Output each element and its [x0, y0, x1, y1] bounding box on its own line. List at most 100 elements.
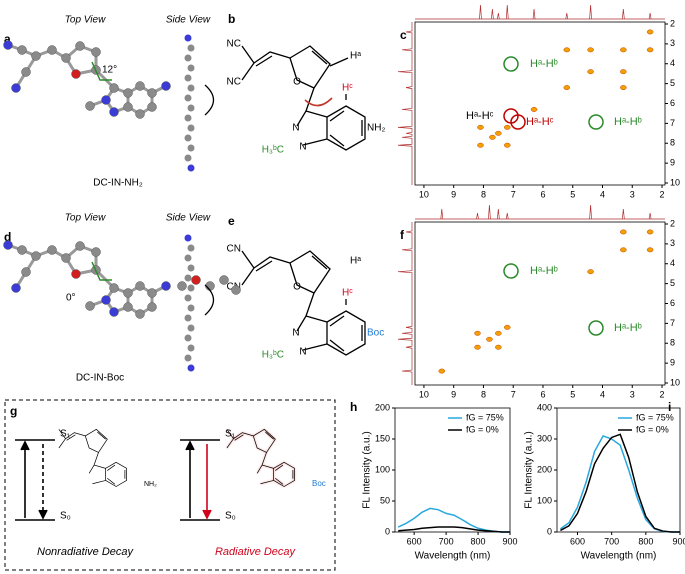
state-label: S₁ [60, 429, 71, 440]
y-tick-label: 2 [670, 18, 675, 28]
atom [184, 234, 192, 242]
peak-circle [510, 114, 526, 130]
atom [187, 144, 195, 152]
atom-label: N [292, 123, 299, 134]
legend-label: fG = 75% [466, 412, 504, 422]
annotation: Hᵃ-Hᵇ [614, 322, 642, 334]
x-tick-label: 5 [570, 189, 575, 199]
annotation: Hᵃ-Hᶜ [466, 110, 494, 122]
atom-label: N [292, 328, 299, 339]
atom [101, 295, 111, 305]
atom [187, 124, 195, 132]
y-tick-label: 100 [375, 464, 390, 474]
atom [184, 314, 192, 322]
atom [85, 101, 95, 111]
y-tick-label: 10 [670, 177, 680, 187]
peak-circle [503, 263, 519, 279]
atom [21, 267, 31, 277]
atom [135, 309, 145, 319]
y-tick-label: 4 [670, 258, 675, 268]
atom [31, 251, 41, 261]
cross-peak [646, 47, 654, 53]
atom [187, 84, 195, 92]
annotation: Hᵃ-Hᵇ [614, 116, 642, 128]
x-tick-label: 6 [540, 189, 545, 199]
cross-peak [620, 229, 627, 235]
y-tick-label: 7 [670, 118, 675, 128]
atom [187, 244, 195, 252]
panel-label: i [668, 400, 671, 414]
view-label: Side View [166, 213, 211, 224]
rotation-arrow [204, 84, 215, 116]
atom-label: Hᵃ [350, 256, 361, 267]
atom-label: Hᶜ [342, 83, 353, 94]
panel-label: e [228, 214, 235, 228]
projection-spectrum [415, 4, 665, 20]
atom-label: NC [227, 39, 241, 50]
atom [91, 47, 101, 57]
atom-label: NC [227, 77, 241, 88]
panel-label: g [10, 404, 17, 418]
x-tick-label: 10 [419, 189, 429, 199]
cross-peak [620, 47, 627, 53]
atom [75, 241, 85, 251]
y-tick-label: 200 [537, 464, 552, 474]
caption: Radiative Decay [215, 546, 297, 558]
atom [187, 264, 195, 272]
x-tick-label: 700 [604, 536, 619, 546]
atom [147, 102, 157, 112]
cross-peak [477, 142, 484, 148]
atom [147, 88, 157, 98]
cross-peak [504, 142, 511, 148]
atom [177, 281, 187, 291]
compound-name: DC-IN-NH₂ [93, 178, 143, 189]
atom [187, 64, 195, 72]
atom [147, 288, 157, 298]
atom [17, 45, 27, 55]
cross-peak [563, 47, 571, 53]
atom [3, 40, 13, 50]
y-tick-label: 3 [670, 38, 675, 48]
x-tick-label: 8 [481, 189, 486, 199]
panel-label: a [4, 32, 11, 46]
atom [135, 281, 145, 291]
caption: Nonradiative Decay [37, 546, 134, 558]
atom [184, 54, 192, 62]
panel-label: d [4, 230, 11, 244]
plot-frame [414, 21, 666, 186]
small-structure [58, 428, 295, 487]
atom [109, 107, 119, 117]
y-tick-label: 6 [670, 98, 675, 108]
angle-label: 0° [66, 293, 76, 304]
peak-circle [588, 320, 604, 336]
y-tick-label: 8 [670, 138, 675, 148]
x-tick-label: 2 [660, 389, 665, 399]
y-tick-label: 3 [670, 238, 675, 248]
x-tick-label: 600 [407, 536, 422, 546]
cross-peak [620, 247, 627, 253]
atom [123, 302, 133, 312]
jablonski [15, 439, 220, 521]
atom-label: Boc [367, 328, 384, 339]
x-tick-label: 5 [570, 389, 575, 399]
x-tick-label: 800 [638, 536, 653, 546]
cross-peak [646, 29, 654, 35]
x-tick-label: 7 [511, 389, 516, 399]
y-axis-label: FL Intensity (a.u.) [362, 431, 373, 508]
atom [184, 94, 192, 102]
atom [47, 245, 57, 255]
x-tick-label: 2 [660, 189, 665, 199]
atom-label: H₃ᵇC [262, 145, 284, 156]
cross-peak [477, 124, 484, 130]
atom [31, 51, 41, 61]
view-label: Side View [166, 15, 211, 26]
x-tick-label: 3 [630, 189, 635, 199]
y-tick-label: 8 [670, 338, 675, 348]
series-line [560, 433, 680, 533]
compound-name: DC-IN-Boc [76, 373, 124, 384]
projection-spectrum [415, 204, 665, 220]
atom [184, 254, 192, 262]
projection-spectrum [397, 22, 413, 185]
ball-stick-model [3, 34, 215, 172]
